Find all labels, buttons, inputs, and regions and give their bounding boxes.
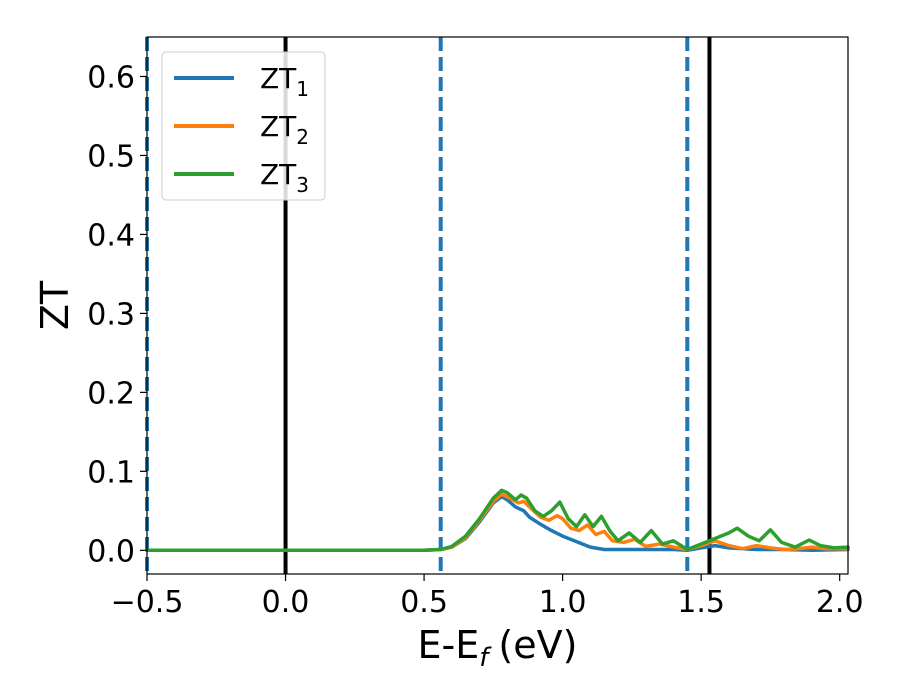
plot-frame <box>146 36 849 575</box>
y-tick-label: 0.1 <box>87 455 135 490</box>
x-tick-label: 2.0 <box>816 585 864 620</box>
legend: ZT1 ZT2 ZT3 <box>161 51 326 201</box>
series-line-zt3 <box>145 488 850 553</box>
x-tick-label: 0.0 <box>262 585 310 620</box>
series-lines <box>145 488 850 553</box>
legend-label-zt2: ZT2 <box>260 110 309 149</box>
x-axis-title: E-Ef (eV) <box>418 623 578 673</box>
x-tick-label: 0.5 <box>400 585 448 620</box>
y-tick-label: 0.5 <box>87 139 135 174</box>
legend-box <box>161 51 326 201</box>
x-axis-title-main: E-E <box>418 623 480 667</box>
series-line-zt2 <box>145 492 850 553</box>
y-tick-label: 0.6 <box>87 60 135 95</box>
series-line-zt1 <box>145 494 850 553</box>
legend-label-zt3: ZT3 <box>260 158 309 197</box>
x-axis-title-subscript: f <box>479 643 492 673</box>
y-tick-label: 0.4 <box>87 218 135 253</box>
y-axis-title: ZT <box>33 280 77 330</box>
y-tick-label: 0.0 <box>87 534 135 569</box>
x-tick-label: 1.5 <box>677 585 725 620</box>
x-axis-title-unit: (eV) <box>498 623 577 667</box>
legend-label-zt1: ZT1 <box>260 62 309 101</box>
y-tick-label: 0.2 <box>87 376 135 411</box>
x-tick-label: −0.5 <box>111 585 184 620</box>
y-axis: 0.0 0.1 0.2 0.3 0.4 0.5 0.6 <box>87 60 147 569</box>
x-tick-label: 1.0 <box>539 585 587 620</box>
x-axis: −0.5 0.0 0.5 1.0 1.5 2.0 <box>111 574 864 620</box>
y-tick-label: 0.3 <box>87 297 135 332</box>
